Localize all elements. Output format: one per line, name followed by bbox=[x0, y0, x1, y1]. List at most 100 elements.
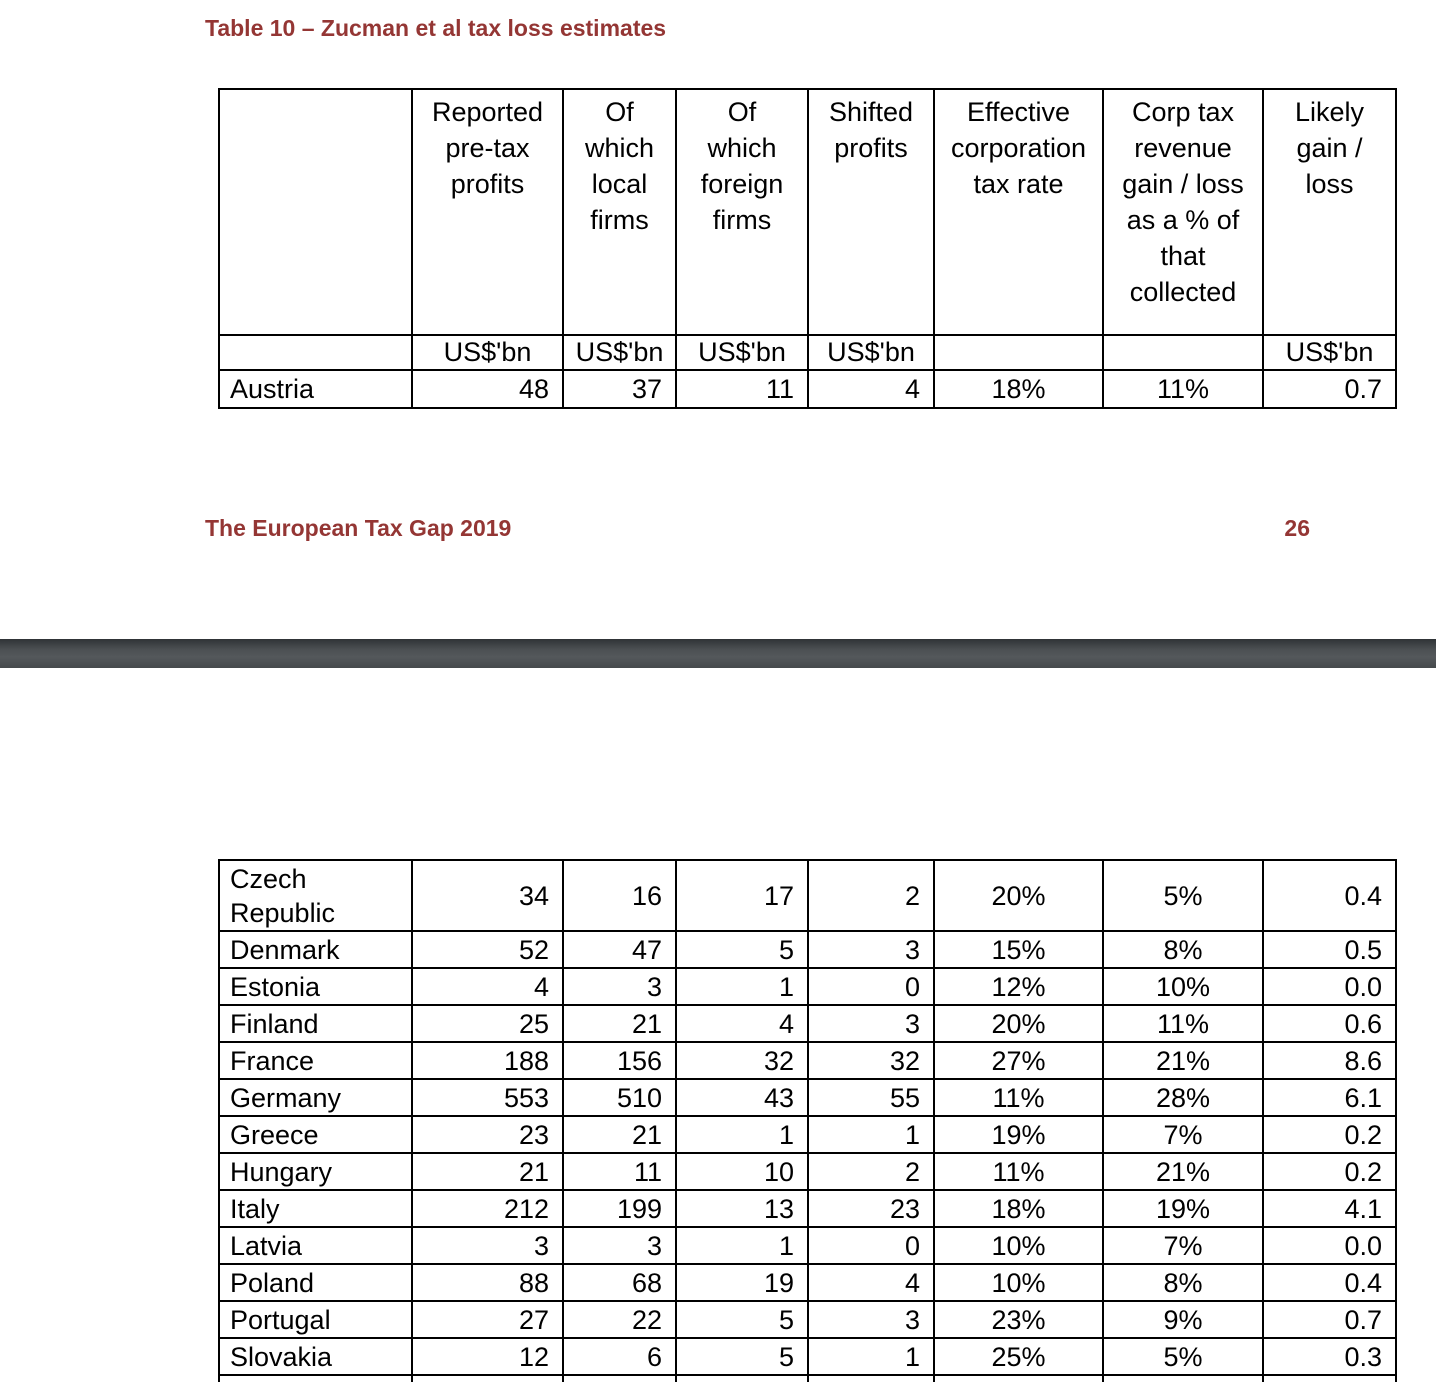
country-cell-text: Portugal bbox=[230, 1304, 331, 1335]
column-header: Reported pre-tax profits bbox=[411, 88, 564, 336]
table-cell-text: 55 bbox=[889, 1082, 920, 1113]
units-cell: US$'bn bbox=[1262, 334, 1397, 371]
table-row: Italy 212 199 13 23 18% 19% 4.1 bbox=[218, 1189, 1397, 1228]
table-cell: 5 bbox=[675, 1300, 809, 1339]
table-cell-text: 0.7 bbox=[1344, 1304, 1382, 1335]
table-cell: 9% bbox=[1102, 1300, 1264, 1339]
table-cell-text: 12 bbox=[518, 1341, 549, 1372]
table-cell: 0.2 bbox=[1262, 1152, 1397, 1191]
table-cell-text: 5 bbox=[778, 934, 794, 965]
country-cell: Greece bbox=[218, 1115, 413, 1154]
table-row: Portugal 27 22 5 3 23% 9% 0.7 bbox=[218, 1300, 1397, 1339]
table-cell-text: 21 bbox=[518, 1156, 549, 1187]
table-cell-text: 21 bbox=[631, 1008, 662, 1039]
table-cell: 37 bbox=[562, 369, 677, 409]
table-cell-text: 3 bbox=[904, 1304, 920, 1335]
table-cell bbox=[933, 1374, 1104, 1382]
table-cell-text: 0.5 bbox=[1344, 934, 1382, 965]
table-cell: 19% bbox=[933, 1115, 1104, 1154]
country-cell-text: Finland bbox=[230, 1008, 319, 1039]
table-cell: 4 bbox=[807, 369, 935, 409]
table-cell-text: 25 bbox=[518, 1008, 549, 1039]
table-cell: 0.4 bbox=[1262, 859, 1397, 932]
table-cell-text: 0.2 bbox=[1344, 1119, 1382, 1150]
table-cell-text: 28% bbox=[1155, 1082, 1211, 1113]
table-row: Denmark 52 47 5 3 15% 8% 0.5 bbox=[218, 930, 1397, 969]
table-cell-text: 3 bbox=[646, 971, 662, 1002]
table-cell: 6 bbox=[562, 1337, 677, 1376]
table-cell-text: 1 bbox=[904, 1119, 920, 1150]
table-cell-text: 3 bbox=[904, 1008, 920, 1039]
table-cell-text: 22 bbox=[631, 1304, 662, 1335]
units-cell bbox=[933, 334, 1104, 371]
table-cell-text: 10% bbox=[991, 1230, 1046, 1261]
table-cell-text: 10% bbox=[1155, 971, 1211, 1002]
country-cell: Estonia bbox=[218, 967, 413, 1006]
table-cell: 1 bbox=[675, 1226, 809, 1265]
units-cell: US$'bn bbox=[675, 334, 809, 371]
table-cell: 11% bbox=[1102, 1004, 1264, 1043]
table-cell: 1 bbox=[675, 1115, 809, 1154]
table-cell-text: 18% bbox=[991, 1193, 1046, 1224]
table-cell: 18% bbox=[933, 369, 1104, 409]
table-cell: 0.2 bbox=[1262, 1115, 1397, 1154]
table-cell: 19 bbox=[675, 1263, 809, 1302]
table-cell-text: 6 bbox=[646, 1341, 662, 1372]
table-cell: 212 bbox=[411, 1189, 564, 1228]
table-cell: 22 bbox=[562, 1300, 677, 1339]
table-cell: 1 bbox=[807, 1115, 935, 1154]
column-header bbox=[218, 88, 413, 336]
table-cell: 2 bbox=[807, 1152, 935, 1191]
table-cell-text: 23% bbox=[991, 1304, 1046, 1335]
country-cell: Austria bbox=[218, 369, 413, 409]
table-cell: 7% bbox=[1102, 1115, 1264, 1154]
table-cell-text: 199 bbox=[616, 1193, 662, 1224]
table-cell-text: 3 bbox=[904, 934, 920, 965]
table-cell: 32 bbox=[675, 1041, 809, 1080]
table-cell-text: 11 bbox=[765, 374, 794, 404]
table-cell: 188 bbox=[411, 1041, 564, 1080]
table-cell bbox=[807, 1374, 935, 1382]
table-cell: 3 bbox=[562, 1226, 677, 1265]
table-cell: 0 bbox=[807, 1226, 935, 1265]
table-cell: 23 bbox=[807, 1189, 935, 1228]
table-cell: 5 bbox=[675, 930, 809, 969]
column-header-text: Of which local firms bbox=[584, 97, 655, 235]
units-cell bbox=[218, 334, 413, 371]
table-cell: 11% bbox=[933, 1078, 1104, 1117]
country-cell: Latvia bbox=[218, 1226, 413, 1265]
table-cell-text: 156 bbox=[616, 1045, 662, 1076]
table-cell: 4.1 bbox=[1262, 1189, 1397, 1228]
table-cell: 0.7 bbox=[1262, 1300, 1397, 1339]
table-cell: 88 bbox=[411, 1263, 564, 1302]
table-cell: 199 bbox=[562, 1189, 677, 1228]
table-cell-text: 19% bbox=[991, 1119, 1046, 1150]
table-cell: 4 bbox=[807, 1263, 935, 1302]
table-cell: 10% bbox=[933, 1263, 1104, 1302]
table-cell-text: 8% bbox=[1163, 1267, 1203, 1298]
table-cell-text: 1 bbox=[778, 1119, 794, 1150]
country-cell: Slovakia bbox=[218, 1337, 413, 1376]
units-row: US$'bn US$'bn US$'bn US$'bn US$'bn bbox=[218, 334, 1397, 371]
table-cell: 32 bbox=[807, 1041, 935, 1080]
country-cell: Czech Republic bbox=[218, 859, 413, 932]
country-cell: Poland bbox=[218, 1263, 413, 1302]
table-cell: 6.1 bbox=[1262, 1078, 1397, 1117]
table-body-page2: Czech Republic 34 16 17 2 20% 5% 0.4 Denmark 52 47… bbox=[218, 859, 1397, 1382]
table-cell: 4 bbox=[675, 1004, 809, 1043]
table-cell: 34 bbox=[411, 859, 564, 932]
table-cell-text: 11% bbox=[992, 1082, 1045, 1113]
table-cell bbox=[562, 1374, 677, 1382]
table-cell: 553 bbox=[411, 1078, 564, 1117]
column-header-text: Effective corporation tax rate bbox=[950, 97, 1087, 199]
country-cell: Denmark bbox=[218, 930, 413, 969]
table-cell-text: 16 bbox=[631, 880, 662, 911]
column-header: Corp tax revenue gain / loss as a % of t… bbox=[1102, 88, 1264, 336]
table-cell: 21 bbox=[562, 1004, 677, 1043]
table-cell: 10 bbox=[675, 1152, 809, 1191]
table-cell-text: 88 bbox=[518, 1267, 549, 1298]
table-cell: 43 bbox=[675, 1078, 809, 1117]
table-cell: 21 bbox=[411, 1152, 564, 1191]
table-cell-text: 5 bbox=[778, 1341, 794, 1372]
table-cell-text: 4 bbox=[778, 1008, 794, 1039]
